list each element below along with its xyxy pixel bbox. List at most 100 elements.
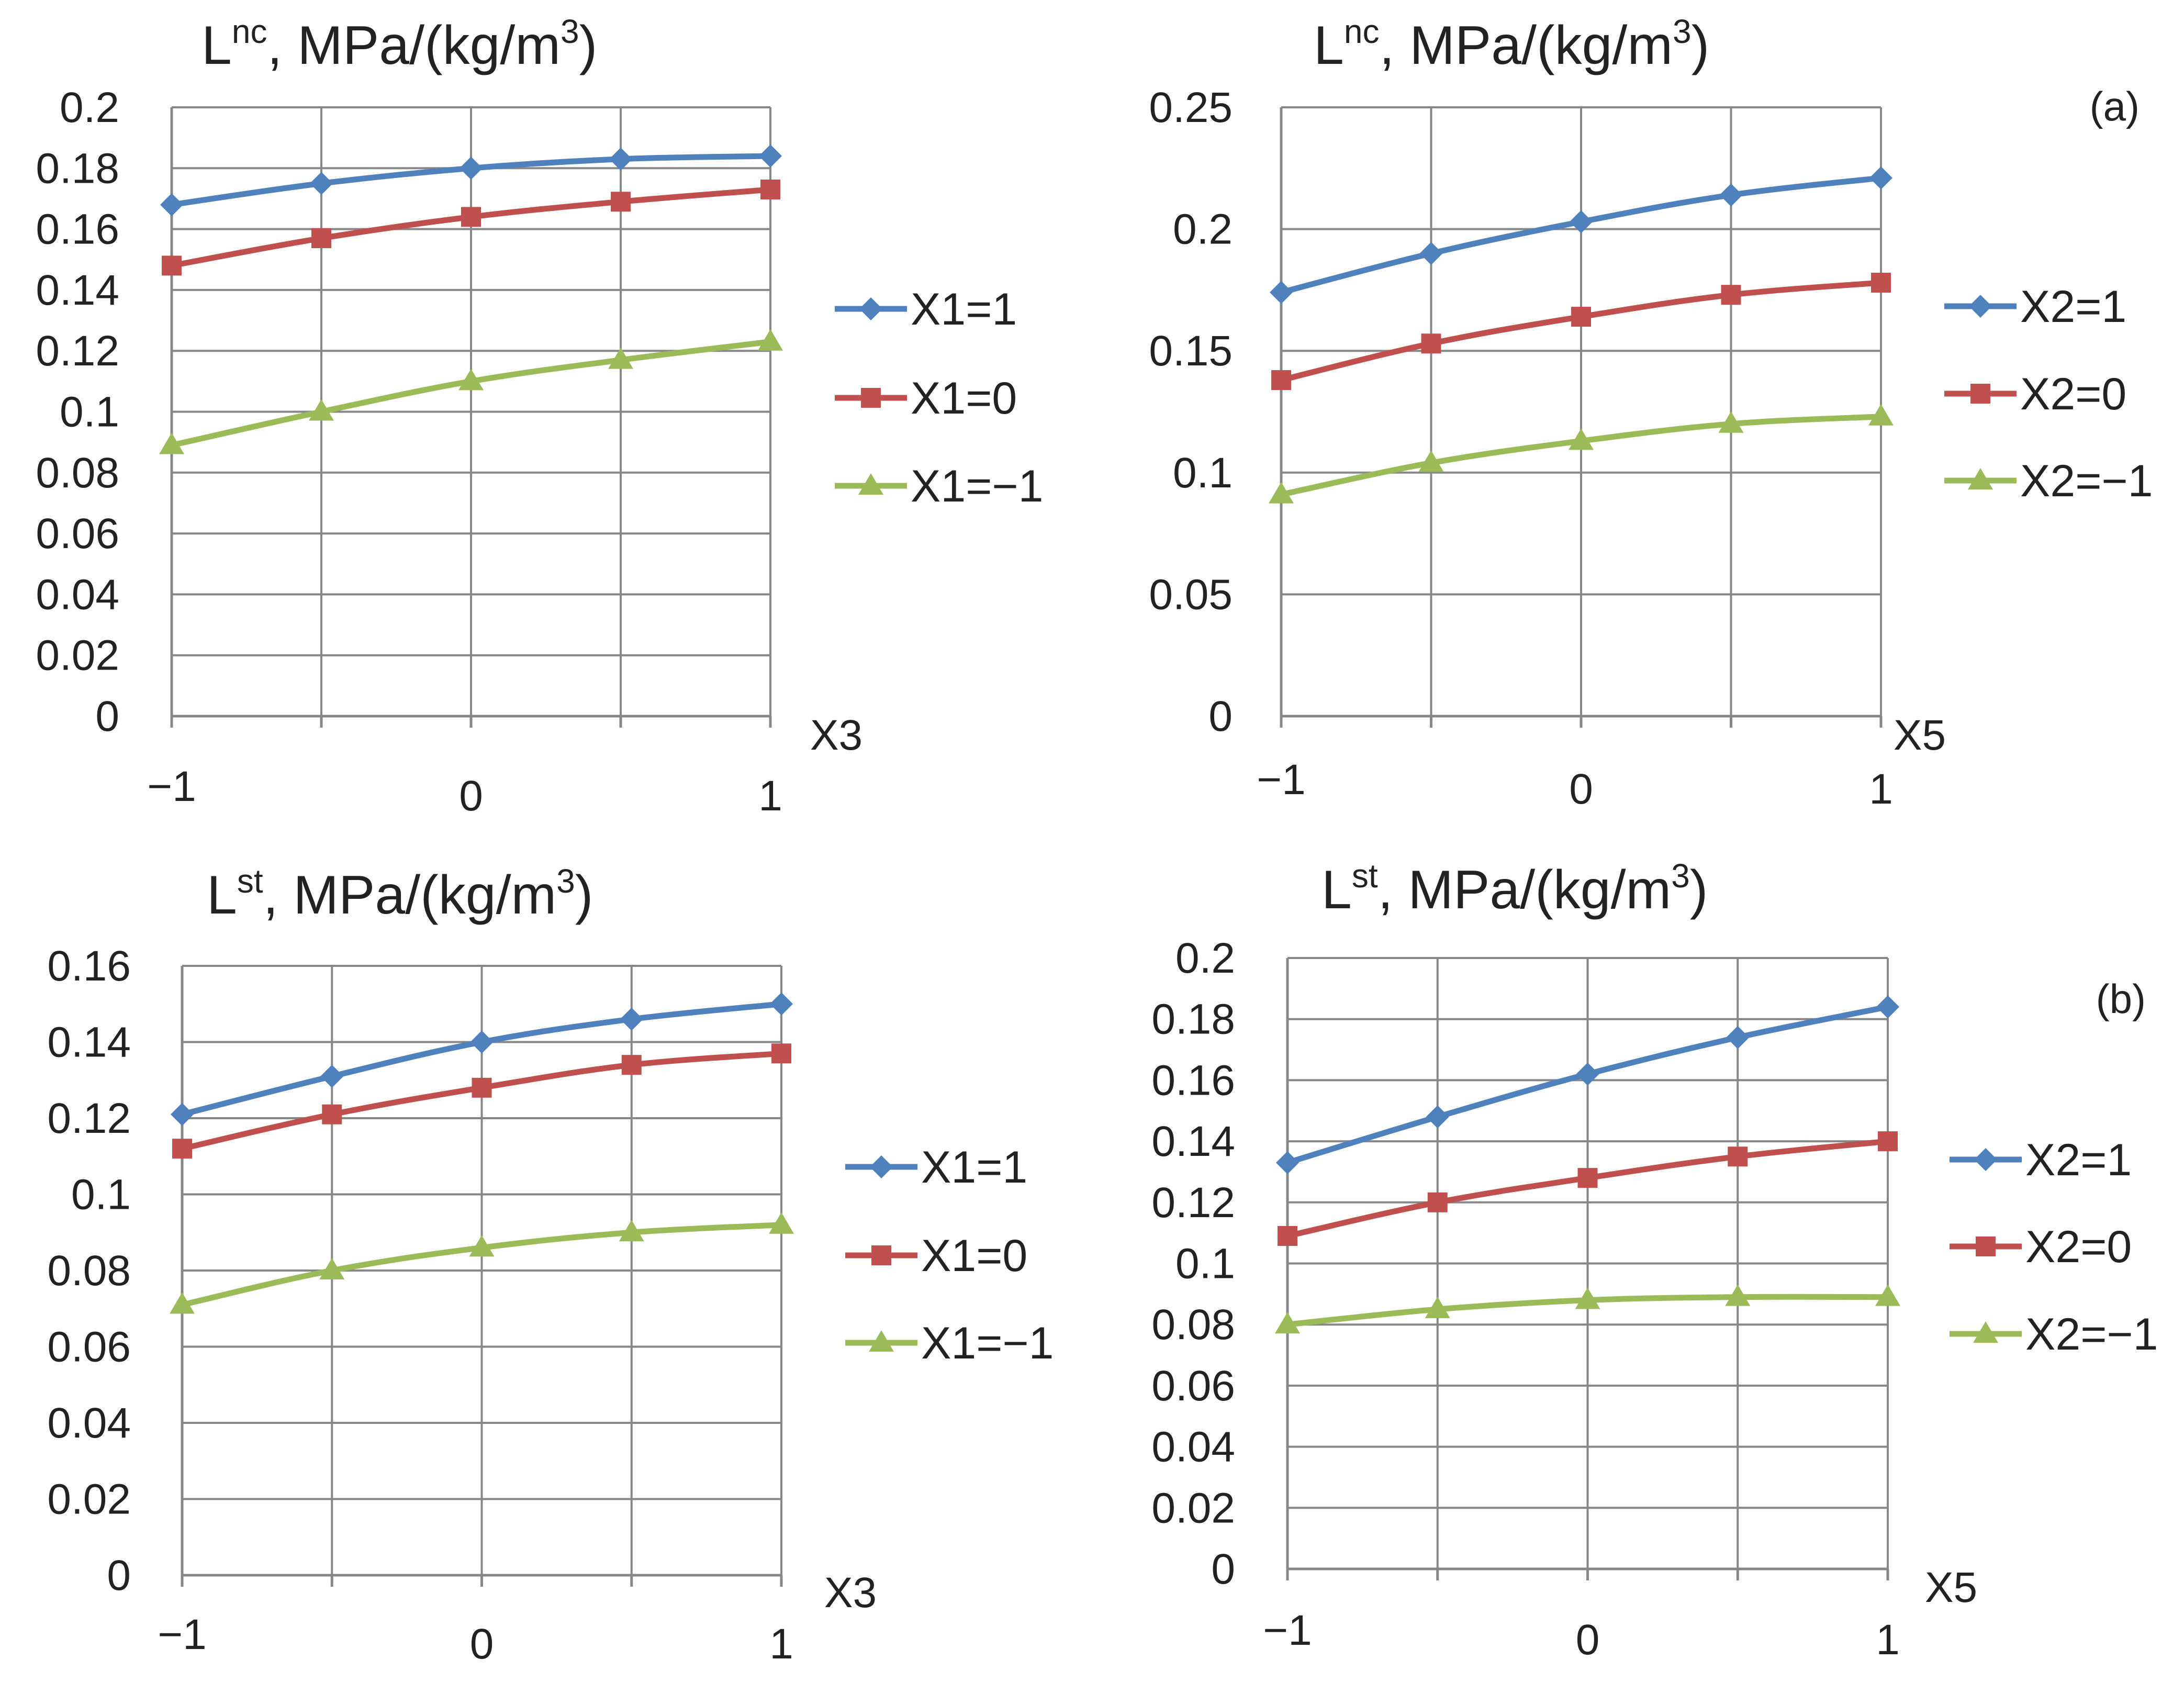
- y-tick-label: 0.16: [36, 206, 119, 253]
- y-tick-label: 0.1: [71, 1171, 131, 1219]
- title-unit: , MPa/(kg/m: [1379, 15, 1673, 76]
- title-base: L: [1314, 15, 1344, 76]
- data-point-3: [1269, 482, 1294, 504]
- x-tick-label: −1: [147, 763, 196, 810]
- y-tick-label: 0.16: [1151, 1056, 1235, 1104]
- y-tick-label: 0.04: [36, 571, 119, 618]
- y-tick-label: 0: [1208, 693, 1233, 740]
- legend-label: X1=0: [921, 1231, 1027, 1281]
- title-base: L: [1321, 860, 1352, 920]
- data-point-3: [1569, 428, 1594, 450]
- title-sup: st: [1352, 857, 1378, 895]
- legend-item-3: X1=−1: [845, 1318, 1054, 1368]
- legend-label: X2=−1: [2025, 1309, 2158, 1360]
- y-tick-label: 0.18: [1151, 996, 1235, 1043]
- data-point-2: [1427, 1192, 1448, 1212]
- data-point-2: [1421, 333, 1441, 354]
- data-point-3: [458, 369, 484, 391]
- data-point-2: [162, 255, 182, 276]
- data-point-1: [1869, 166, 1892, 190]
- y-tick-label: 0.02: [36, 632, 119, 680]
- data-point-1: [460, 157, 483, 180]
- data-point-2: [760, 180, 780, 200]
- y-tick-label: 0.08: [1151, 1301, 1235, 1349]
- y-tick-label: 0.06: [36, 510, 119, 558]
- x-axis-label: X5: [1894, 711, 1946, 759]
- legend-swatch-marker: [861, 388, 881, 408]
- x-axis-label: X5: [1925, 1564, 1977, 1611]
- y-tick-label: 0.16: [47, 942, 131, 990]
- data-point-2: [621, 1055, 642, 1075]
- y-tick-label: 0.14: [36, 266, 119, 314]
- panel-label: (b): [2096, 976, 2146, 1022]
- chart-title: Lnc, MPa/(kg/m3): [201, 13, 597, 76]
- y-tick-label: 0.1: [60, 388, 119, 436]
- title-sup: nc: [1344, 13, 1380, 50]
- chart-panel-4: 0 0.02 0.04 0.06 0.08 0.1 0.12 0.14 0.16 0.18 0.2 −…: [1151, 857, 2158, 1664]
- legend-swatch-marker: [870, 1155, 893, 1178]
- x-tick-label: 0: [470, 1620, 494, 1668]
- legend-label: X2=0: [2025, 1222, 2132, 1272]
- y-tick-label: 0.02: [47, 1476, 131, 1523]
- y-tick-label: 0.12: [1151, 1179, 1235, 1227]
- data-point-3: [1718, 411, 1744, 433]
- data-point-2: [1571, 307, 1591, 327]
- title-close: ): [579, 15, 598, 76]
- title-close: ): [575, 865, 593, 926]
- panel-label: (a): [2090, 83, 2140, 129]
- legend-item-3: X2=−1: [1944, 456, 2153, 506]
- data-point-3: [1868, 404, 1894, 426]
- title-close: ): [1690, 860, 1708, 920]
- y-tick-label: 0.1: [1175, 1240, 1235, 1288]
- y-tick-label: 0.06: [47, 1323, 131, 1371]
- x-tick-label: 0: [1576, 1616, 1600, 1664]
- legend-item-1: X1=1: [835, 284, 1017, 335]
- chart-panel-3: 0 0.02 0.04 0.06 0.08 0.1 0.12 0.14 0.16 −1 0 1 X3 Ls…: [47, 862, 1054, 1668]
- title-unit-sup: 3: [1673, 13, 1692, 50]
- chart-title: Lnc, MPa/(kg/m3): [1314, 13, 1709, 76]
- data-point-2: [771, 1043, 791, 1064]
- legend-item-3: X1=−1: [835, 461, 1043, 511]
- legend-item-1: X1=1: [845, 1142, 1027, 1193]
- data-point-1: [1426, 1105, 1449, 1129]
- y-tick-label: 0.2: [60, 84, 119, 131]
- data-point-3: [309, 399, 334, 421]
- y-tick-label: 0.25: [1149, 84, 1233, 131]
- data-point-3: [758, 329, 783, 351]
- data-point-2: [172, 1139, 192, 1159]
- data-point-3: [1425, 1297, 1450, 1319]
- y-tick-label: 0.1: [1173, 449, 1233, 497]
- x-axis-label: X3: [810, 711, 863, 759]
- x-tick-label: −1: [158, 1611, 207, 1658]
- y-tick-label: 0: [1211, 1545, 1235, 1593]
- legend-label: X2=0: [2020, 369, 2126, 419]
- x-tick-label: 0: [1569, 765, 1593, 813]
- x-tick-label: 1: [758, 772, 782, 820]
- title-unit-sup: 3: [556, 862, 575, 900]
- data-point-1: [470, 1030, 494, 1054]
- y-tick-label: 0.02: [1151, 1484, 1235, 1532]
- data-point-1: [320, 1064, 344, 1088]
- legend-label: X1=1: [911, 284, 1017, 335]
- data-point-2: [461, 207, 481, 227]
- title-unit: , MPa/(kg/m: [263, 865, 557, 926]
- data-point-2: [1878, 1131, 1898, 1152]
- y-tick-label: 0.2: [1173, 206, 1233, 253]
- y-tick-label: 0: [107, 1552, 131, 1599]
- data-point-1: [1576, 1062, 1599, 1086]
- data-point-1: [1719, 183, 1743, 207]
- y-tick-label: 0.05: [1149, 571, 1233, 618]
- y-tick-label: 0.08: [47, 1247, 131, 1295]
- chart-title: Lst, MPa/(kg/m3): [1321, 857, 1708, 920]
- x-tick-label: −1: [1263, 1607, 1312, 1654]
- data-point-3: [159, 432, 184, 454]
- data-point-3: [319, 1258, 345, 1279]
- chart-panel-2: 0 0.05 0.1 0.15 0.2 0.25 −1 0 1X5 Lnc, MPa/(kg/m3…: [1149, 13, 2153, 813]
- legend-item-2: X1=0: [845, 1231, 1027, 1281]
- data-point-1: [1419, 242, 1443, 265]
- x-tick-label: 1: [1876, 1616, 1900, 1664]
- y-tick-label: 0.08: [36, 449, 119, 497]
- data-point-1: [1570, 210, 1593, 233]
- data-point-3: [1725, 1284, 1751, 1306]
- x-tick-label: 0: [459, 772, 483, 820]
